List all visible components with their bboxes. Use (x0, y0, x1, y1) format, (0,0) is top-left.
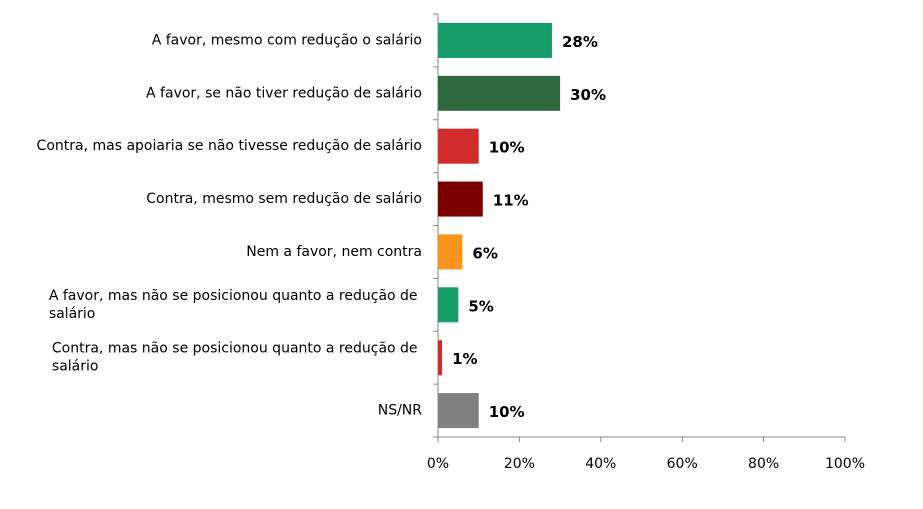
value-label: 11% (493, 192, 529, 210)
value-label: 10% (489, 139, 525, 157)
bar (438, 287, 459, 323)
value-label: 10% (489, 403, 525, 421)
category-label: A favor, mas não se posicionou quanto a … (49, 288, 422, 322)
bar (438, 128, 479, 164)
x-tick-label: 20% (504, 456, 535, 472)
bar (438, 22, 552, 58)
value-label: 28% (562, 33, 598, 51)
category-label: Contra, mas não se posicionou quanto a r… (52, 341, 422, 375)
bar (438, 393, 479, 429)
category-label-line: Contra, mas não se posicionou quanto a r… (52, 341, 422, 357)
category-label: NS/NR (378, 403, 423, 419)
value-label: 5% (468, 297, 493, 315)
category-label-line: A favor, mas não se posicionou quanto a … (49, 288, 422, 304)
value-label: 30% (570, 86, 606, 104)
bar (438, 340, 443, 376)
x-tick-label: 80% (748, 456, 779, 472)
category-label: A favor, se não tiver redução de salário (146, 85, 422, 101)
category-label: Contra, mas apoiaria se não tivesse redu… (37, 138, 422, 154)
category-label: Nem a favor, nem contra (246, 244, 422, 260)
category-label-line: salário (52, 359, 99, 375)
value-label: 6% (472, 244, 497, 262)
bar (438, 75, 561, 111)
category-label: A favor, mesmo com redução o salário (152, 32, 422, 48)
category-label: Contra, mesmo sem redução de salário (146, 191, 422, 207)
bar (438, 181, 483, 217)
bar (438, 234, 463, 270)
x-tick-label: 0% (427, 456, 449, 472)
category-label-line: salário (49, 306, 96, 322)
x-tick-label: 100% (825, 456, 865, 472)
x-tick-label: 40% (585, 456, 616, 472)
x-tick-label: 60% (667, 456, 698, 472)
value-label: 1% (452, 350, 477, 368)
